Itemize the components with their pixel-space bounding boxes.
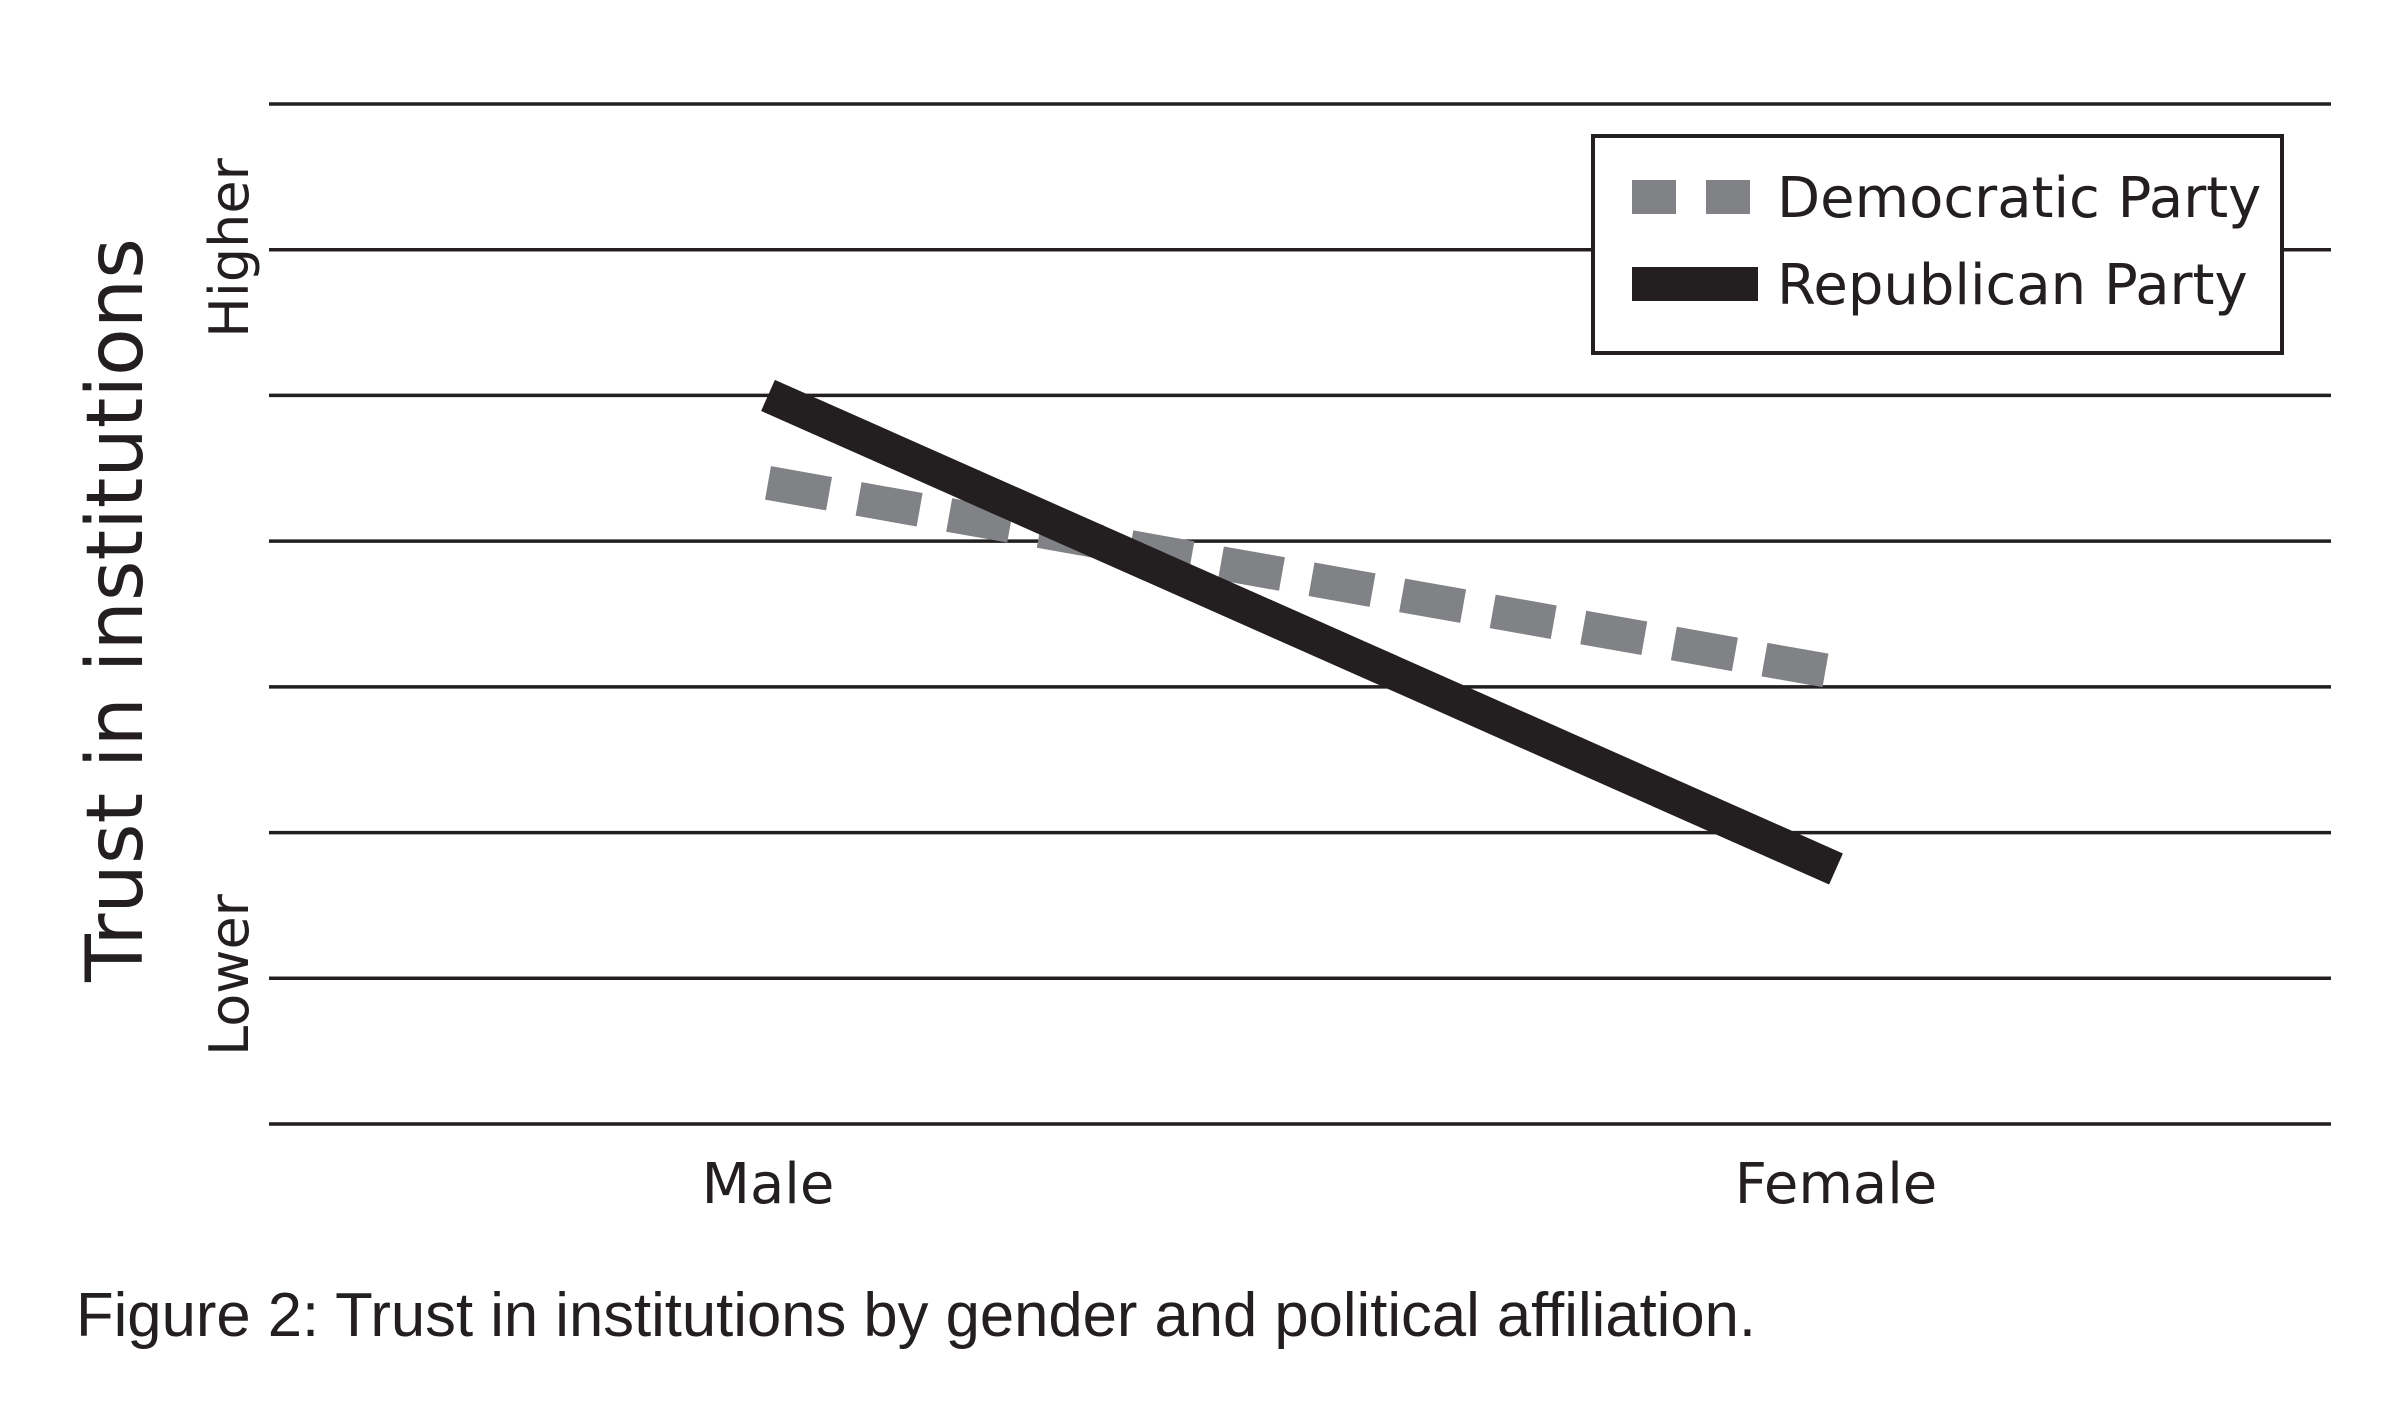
legend-box xyxy=(1591,134,2284,355)
gridlines xyxy=(269,102,2331,1126)
y-low-label: Lower xyxy=(198,893,261,1056)
series-line-republican xyxy=(761,379,1843,885)
figure-caption: Figure 2: Trust in institutions by gende… xyxy=(76,1281,1756,1350)
legend-label-republican: Republican Party xyxy=(1777,253,2248,318)
legend-label-democratic: Democratic Party xyxy=(1777,166,2261,231)
legend: Democratic Party Republican Party xyxy=(1591,134,2284,355)
x-tick-male: Male xyxy=(702,1152,835,1217)
y-high-label: Higher xyxy=(198,157,261,337)
series-lines xyxy=(761,379,1843,885)
x-tick-female: Female xyxy=(1735,1152,1937,1217)
y-axis-title: Trust in institutions xyxy=(71,238,161,983)
